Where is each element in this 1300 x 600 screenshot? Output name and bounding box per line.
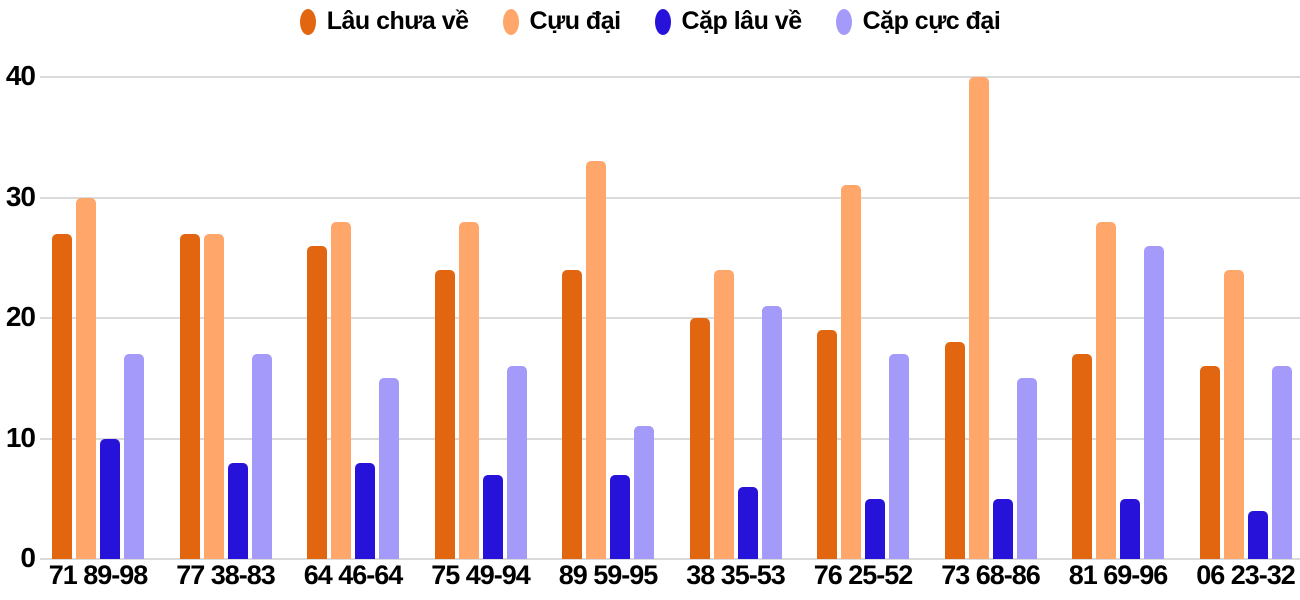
legend-item[interactable]: Cặp cực đại [835,7,1001,36]
x-axis-label: 71 89-98 [48,560,149,590]
bar[interactable] [482,474,503,559]
x-axis-label: 77 38-83 [176,560,276,590]
x-axis-label: 75 49-94 [431,560,531,590]
bar[interactable] [307,245,327,559]
y-axis-tick-label: 30 [5,180,36,212]
bar[interactable] [1144,245,1164,559]
bar[interactable] [944,342,965,559]
legend-marker-icon [502,8,519,35]
bar[interactable] [203,233,224,559]
bar[interactable] [124,354,144,559]
gridline [40,558,1300,560]
bar[interactable] [761,305,782,559]
bar[interactable] [506,366,527,559]
chart-legend: Lâu chưa về Cựu đại Cặp lâu về Cặp cực đại [0,7,1300,36]
bar[interactable] [1271,366,1292,559]
bar[interactable] [1247,510,1268,559]
legend-item-label: Cặp cực đại [862,7,1001,35]
bar[interactable] [379,378,399,559]
legend-marker-icon [835,8,852,35]
legend-item[interactable]: Cặp lâu về [654,7,803,36]
legend-marker-icon [654,8,671,35]
legend-marker-icon [299,8,316,35]
y-axis-tick-label: 10 [5,421,36,453]
gridline [40,437,1300,440]
bar[interactable] [227,462,248,559]
x-axis-label: 81 69-96 [1068,560,1169,590]
bar[interactable] [1096,221,1116,559]
bar[interactable] [586,161,606,559]
y-axis-tick-label: 0 [20,541,36,573]
x-axis-label: 06 23-32 [1196,560,1296,590]
legend-item[interactable]: Lâu chưa về [299,7,469,36]
legend-item-label: Cặp lâu về [681,7,803,35]
bar[interactable] [52,233,72,559]
bar[interactable] [1199,366,1220,559]
bar[interactable] [251,354,272,559]
bar[interactable] [100,438,120,559]
bar[interactable] [968,77,989,559]
x-axis-label: 38 35-53 [686,560,786,590]
legend-item[interactable]: Cựu đại [502,7,622,36]
bar[interactable] [737,486,758,559]
bar[interactable] [865,498,885,559]
gridline [40,76,1300,78]
x-axis-label: 89 59-95 [558,560,659,590]
bar[interactable] [76,197,96,559]
bar[interactable] [434,269,455,559]
bar[interactable] [355,462,375,559]
bar[interactable] [1072,354,1092,559]
x-axis-label: 73 68-86 [941,560,1041,590]
y-axis-tick-label: 20 [5,300,36,332]
gridline [40,196,1300,199]
y-axis-tick-label: 40 [5,59,36,91]
bar[interactable] [713,269,734,559]
gridline [40,317,1300,319]
bar[interactable] [634,426,654,559]
bar[interactable] [1223,269,1244,559]
bar[interactable] [562,269,582,559]
bar[interactable] [1016,378,1037,559]
bar[interactable] [179,233,200,559]
bar[interactable] [1120,498,1140,559]
legend-item-label: Cựu đại [529,7,622,35]
bar[interactable] [331,221,351,559]
bar[interactable] [889,354,909,559]
bar[interactable] [841,185,861,559]
bar[interactable] [610,474,630,559]
x-axis-label: 64 46-64 [303,560,404,590]
bar[interactable] [458,221,479,559]
legend-item-label: Lâu chưa về [326,7,469,35]
x-axis-label: 76 25-52 [813,560,914,590]
bar[interactable] [992,498,1013,559]
bar[interactable] [689,318,710,559]
bar[interactable] [817,330,837,559]
